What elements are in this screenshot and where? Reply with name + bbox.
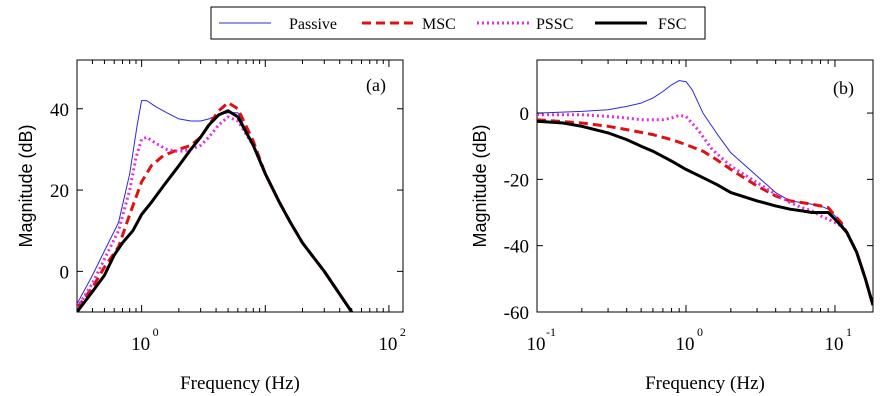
panel-label-b: (b) (833, 78, 854, 99)
legend-label-pssc: PSSC (536, 16, 573, 33)
legend-label-msc: MSC (422, 16, 456, 33)
y-tick-label-b-2: -20 (504, 170, 529, 191)
legend-label-fsc: FSC (658, 16, 686, 33)
legend-label-passive: Passive (289, 16, 337, 33)
y-axis-label-b: Magnitude (dB) (470, 124, 490, 247)
y-tick-label-a-0: 0 (60, 262, 70, 283)
x-axis-label-a: Frequency (Hz) (180, 373, 300, 394)
x-tick-label-b-0: 10 (527, 334, 546, 355)
y-axis-label-a: Magnitude (dB) (16, 124, 36, 247)
series-fsc-line-a (77, 109, 354, 312)
x-tick-exponent-a-1: 2 (400, 325, 406, 339)
x-tick-label-a-0: 10 (131, 334, 150, 355)
y-tick-label-a-1: 20 (50, 181, 69, 202)
x-tick-exponent-b-0: -1 (546, 325, 556, 339)
series-passive-line-a (77, 100, 353, 312)
x-tick-exponent-a-0: 0 (153, 325, 159, 339)
x-tick-label-b-2: 10 (824, 334, 843, 355)
y-tick-label-b-3: 0 (520, 104, 530, 125)
series-pssc-line-b (537, 113, 873, 306)
y-tick-label-a-2: 40 (50, 100, 69, 121)
panel-label-a: (a) (366, 75, 386, 96)
series-pssc-line-a (77, 115, 354, 312)
series-msc-line-a (77, 101, 354, 312)
series-fsc-line-b (537, 119, 873, 306)
x-tick-exponent-b-2: 1 (846, 325, 852, 339)
legend: Passive MSC PSSC FSC (210, 6, 706, 40)
x-tick-exponent-b-1: 0 (697, 325, 703, 339)
x-tick-label-b-1: 10 (675, 334, 694, 355)
x-axis-label-b: Frequency (Hz) (645, 373, 765, 394)
plot-area-b (536, 59, 874, 313)
x-tick-label-a-1: 10 (378, 334, 397, 355)
plot-area-a (76, 59, 404, 313)
y-tick-label-b-1: -40 (504, 237, 529, 258)
y-tick-label-b-0: -60 (504, 303, 529, 324)
